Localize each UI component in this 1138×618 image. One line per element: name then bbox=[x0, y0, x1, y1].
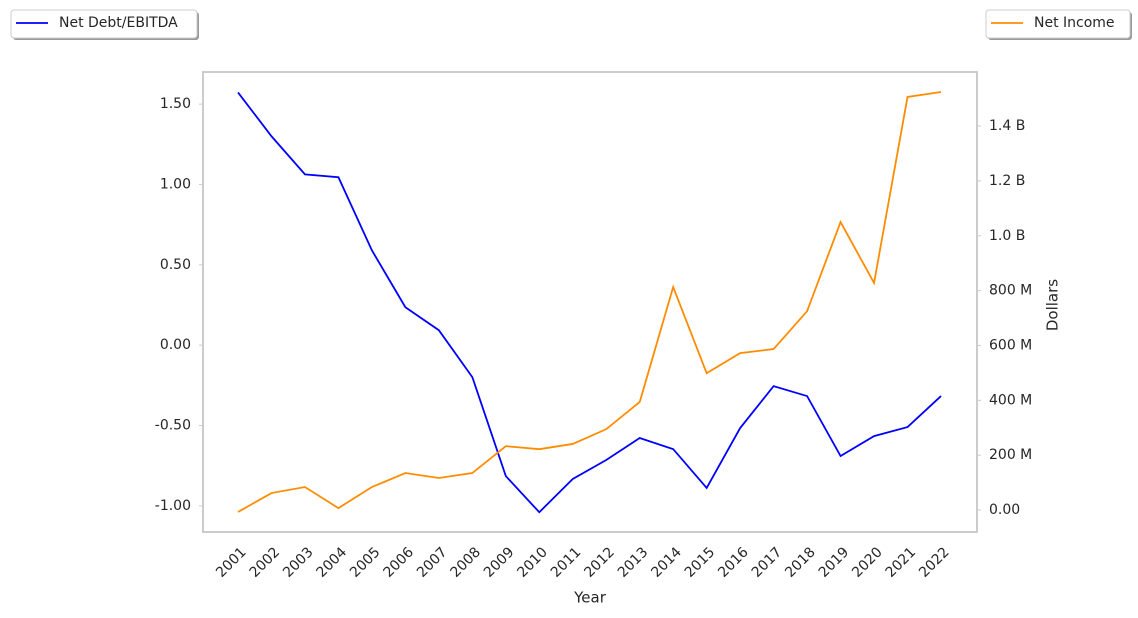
x-tick-label: 2020 bbox=[849, 544, 886, 581]
x-tick-label: 2002 bbox=[247, 544, 284, 581]
series-line bbox=[237, 91, 942, 514]
y2-tick-label: 200 M bbox=[989, 447, 1032, 463]
x-tick-label: 2019 bbox=[816, 544, 853, 581]
x-tick-label: 2006 bbox=[381, 544, 418, 581]
legend-label: Net Income bbox=[1034, 15, 1115, 31]
x-tick-label: 2004 bbox=[314, 544, 351, 581]
x-tick-label: 2022 bbox=[916, 544, 953, 581]
y2-tick-label: 800 M bbox=[989, 283, 1032, 299]
x-tick-label: 2018 bbox=[782, 544, 819, 581]
series-line bbox=[237, 91, 942, 513]
y2-tick-label: 600 M bbox=[989, 337, 1032, 353]
x-tick-label: 2005 bbox=[347, 544, 384, 581]
x-tick-label: 2011 bbox=[548, 544, 585, 581]
x-tick-label: 2017 bbox=[749, 544, 786, 581]
x-tick-label: 2007 bbox=[414, 544, 451, 581]
x-tick-label: 2003 bbox=[280, 544, 317, 581]
x-tick-label: 2013 bbox=[615, 544, 652, 581]
y2-tick-label: 1.0 B bbox=[989, 228, 1025, 244]
legend-label: Net Debt/EBITDA bbox=[59, 15, 178, 31]
y2-tick-label: 0.00 bbox=[989, 502, 1020, 518]
x-axis-label: Year bbox=[573, 589, 607, 607]
x-tick-label: 2021 bbox=[883, 544, 920, 581]
x-tick-label: 2014 bbox=[648, 544, 685, 581]
x-tick-label: 2015 bbox=[682, 544, 719, 581]
legend-box bbox=[985, 9, 1131, 39]
y-tick-label: 0.50 bbox=[160, 257, 191, 273]
y-tick-label: 0.00 bbox=[160, 337, 191, 353]
y2-tick-label: 1.4 B bbox=[989, 118, 1025, 134]
legend-box bbox=[10, 9, 198, 39]
y2-axis-label: Dollars bbox=[1044, 279, 1062, 331]
x-tick-label: 2010 bbox=[514, 544, 551, 581]
x-tick-label: 2001 bbox=[213, 544, 250, 581]
y-tick-label: -0.50 bbox=[155, 417, 191, 433]
x-tick-label: 2012 bbox=[581, 544, 618, 581]
y-tick-label: 1.00 bbox=[160, 176, 191, 192]
y-tick-label: -1.00 bbox=[155, 498, 191, 514]
y2-tick-label: 400 M bbox=[989, 392, 1032, 408]
plot-frame bbox=[202, 71, 978, 533]
x-tick-label: 2016 bbox=[715, 544, 752, 581]
x-tick-label: 2009 bbox=[481, 544, 518, 581]
x-tick-label: 2008 bbox=[447, 544, 484, 581]
y-tick-label: 1.50 bbox=[160, 96, 191, 112]
y2-tick-label: 1.2 B bbox=[989, 173, 1025, 189]
